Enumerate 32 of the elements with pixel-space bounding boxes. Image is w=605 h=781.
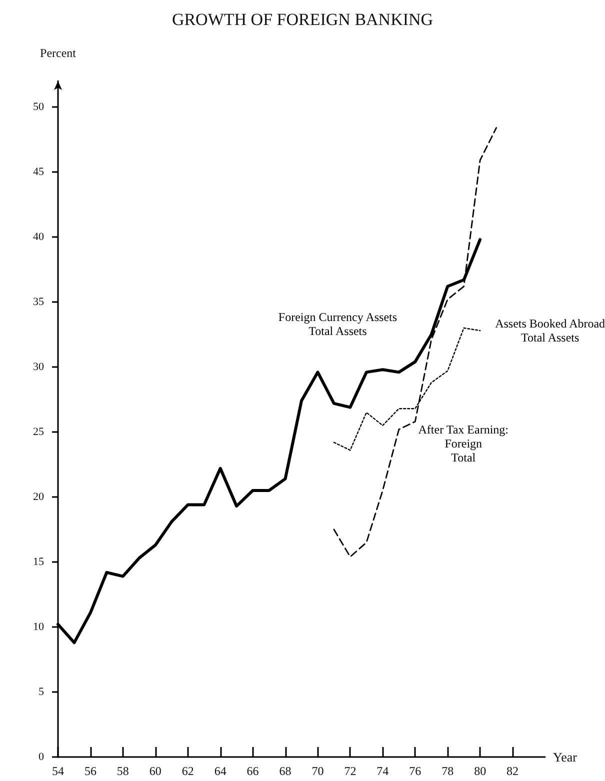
y-tick-label: 50 — [33, 101, 44, 113]
x-tick-label: 82 — [506, 764, 519, 778]
x-tick-label: 80 — [474, 764, 486, 778]
y-tick-label: 15 — [33, 556, 44, 568]
x-tick-label: 62 — [182, 764, 194, 778]
chart-title: GROWTH OF FOREIGN BANKING — [172, 10, 434, 29]
x-tick-label: 70 — [312, 764, 324, 778]
x-tick-label: 54 — [52, 764, 64, 778]
y-tick-label: 25 — [33, 426, 44, 438]
x-tick-label: 68 — [279, 764, 292, 778]
y-tick-label: 45 — [33, 166, 44, 178]
y-tick-label: 20 — [33, 491, 44, 503]
text: Foreign Currency Assets Total Assets — [278, 310, 398, 338]
series-label: Assets Booked Abroad Total Assets — [495, 316, 605, 345]
y-tick-label: 30 — [33, 361, 44, 373]
x-tick-label: 58 — [116, 764, 129, 778]
x-tick-label: 72 — [344, 764, 356, 778]
y-tick-label: 0 — [38, 751, 44, 763]
y-axis-title: Percent — [40, 46, 77, 60]
x-tick-label: 74 — [376, 764, 389, 778]
x-tick-label: 64 — [214, 764, 226, 778]
x-tick-label: 56 — [84, 764, 96, 778]
y-tick-label: 35 — [33, 296, 44, 308]
x-tick-label: 66 — [246, 764, 259, 778]
y-tick-label: 40 — [33, 231, 44, 243]
y-tick-label: 10 — [33, 621, 44, 633]
x-axis-title: Year — [553, 750, 578, 764]
x-tick-label: 78 — [442, 764, 454, 778]
x-tick-label: 60 — [149, 764, 162, 778]
x-tick-label: 76 — [409, 764, 422, 778]
y-tick-label: 5 — [38, 686, 44, 698]
series-label: After Tax Earning: Foreign Total — [418, 422, 508, 465]
